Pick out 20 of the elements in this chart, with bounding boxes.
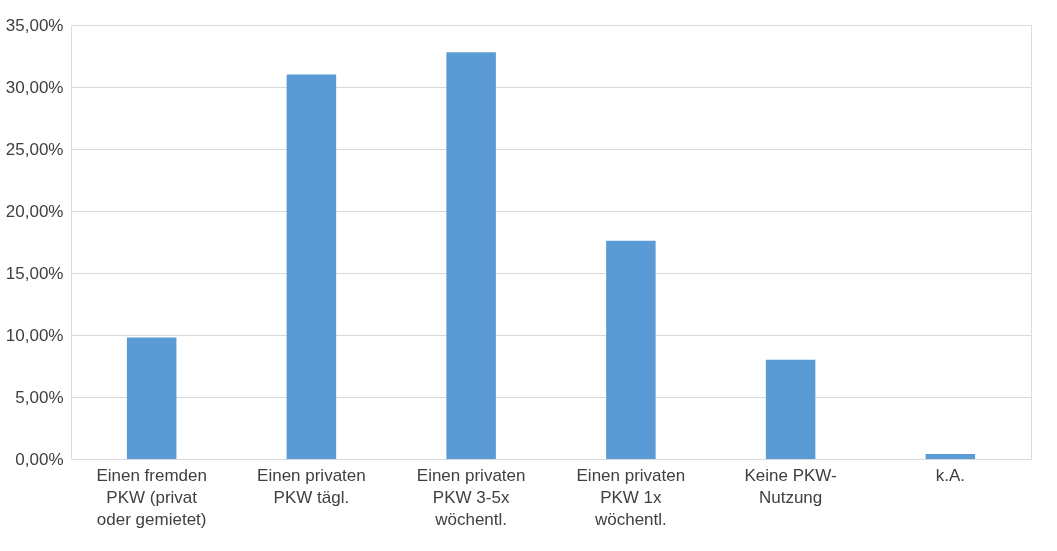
- y-tick-label: 35,00%: [5, 15, 64, 35]
- x-tick-label: Einen privaten PKW 1x wöchentl.: [576, 465, 686, 529]
- y-tick-label: 0,00%: [15, 449, 64, 469]
- bar: [765, 359, 816, 459]
- bar: [126, 337, 177, 459]
- y-tick-label: 20,00%: [5, 201, 64, 221]
- x-tick-label: Einen privaten PKW 3-5x wöchentl.: [416, 465, 526, 529]
- x-tick-label: Einen privaten PKW tägl.: [257, 465, 366, 507]
- y-tick-label: 5,00%: [15, 387, 64, 407]
- x-tick-label: Keine PKW-Nutzung: [744, 465, 837, 507]
- bar: [606, 240, 656, 459]
- y-tick-label: 30,00%: [5, 77, 64, 97]
- x-tick-label: Einen fremden PKW (privat oder gemietet): [96, 465, 207, 529]
- bar: [925, 454, 976, 459]
- y-tick-label: 15,00%: [5, 263, 64, 283]
- bar: [286, 74, 337, 459]
- x-tick-label: k.A.: [935, 465, 965, 485]
- y-tick-label: 10,00%: [5, 325, 64, 345]
- y-tick-label: 25,00%: [5, 139, 64, 159]
- bar: [446, 52, 496, 459]
